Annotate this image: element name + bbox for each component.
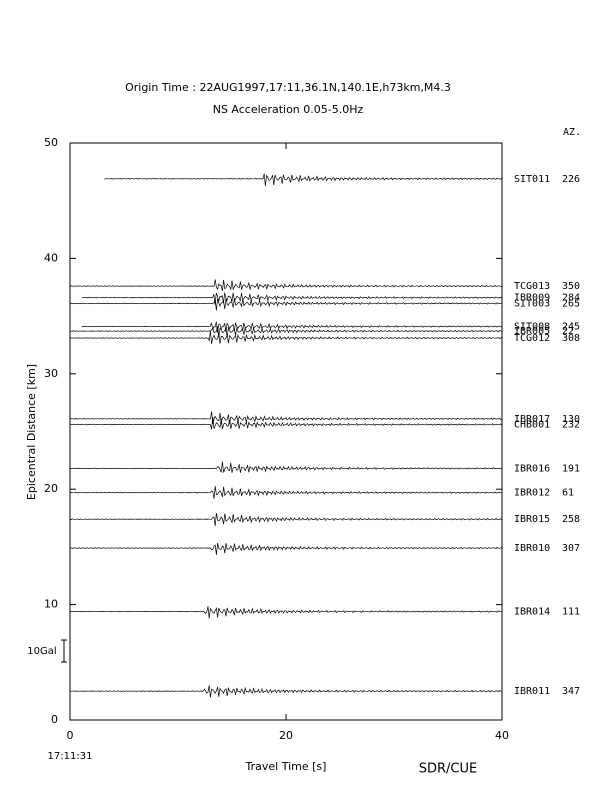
trace xyxy=(69,279,503,291)
station-label: IBR015 xyxy=(514,514,550,525)
y-tick-label: 10 xyxy=(44,598,58,611)
chart-subtitle: NS Acceleration 0.05-5.0Hz xyxy=(213,103,364,116)
y-axis-label: Epicentral Distance [km] xyxy=(25,364,38,500)
y-tick-label: 40 xyxy=(44,251,58,264)
trace xyxy=(81,321,503,333)
azimuth-label: 308 xyxy=(562,333,580,344)
scale-bar xyxy=(61,639,67,663)
x-tick-label: 20 xyxy=(279,729,293,742)
azimuth-label: 130 xyxy=(562,414,580,425)
chart-title: Origin Time : 22AUG1997,17:11,36.1N,140.… xyxy=(125,81,451,94)
azimuth-label: 111 xyxy=(562,607,580,618)
y-tick-label: 30 xyxy=(44,367,58,380)
trace xyxy=(69,486,503,499)
station-label: TCG013 xyxy=(514,281,550,292)
trace xyxy=(69,411,503,425)
station-label: SIT008 xyxy=(514,321,550,332)
azimuth-label: 258 xyxy=(562,514,580,525)
trace xyxy=(69,298,503,311)
scale-label: 10Gal xyxy=(27,646,56,657)
trace xyxy=(69,417,503,430)
x-axis-label: Travel Time [s] xyxy=(245,760,327,773)
trace xyxy=(81,292,502,305)
trace xyxy=(69,461,503,473)
azimuth-label: 245 xyxy=(562,321,580,332)
station-label: IBR014 xyxy=(514,607,550,618)
azimuth-label: 284 xyxy=(562,293,580,304)
station-label: IBR009 xyxy=(514,293,550,304)
station-label: SIT011 xyxy=(514,174,550,185)
x-tick-label: 40 xyxy=(495,729,509,742)
station-label: IBR017 xyxy=(514,414,550,425)
trace xyxy=(69,331,503,344)
trace xyxy=(69,543,503,555)
station-label: IBR016 xyxy=(514,463,550,474)
trace xyxy=(69,326,503,338)
station-label: IBR011 xyxy=(514,686,550,697)
azimuth-label: 232 xyxy=(562,420,580,431)
azimuth-label: 307 xyxy=(562,543,580,554)
start-time: 17:11:31 xyxy=(48,751,93,762)
y-tick-label: 50 xyxy=(44,136,58,149)
trace xyxy=(104,173,503,187)
azimuth-label: 61 xyxy=(562,488,574,499)
azimuth-label: 265 xyxy=(562,298,580,309)
plot-frame xyxy=(69,142,503,721)
y-tick-label: 20 xyxy=(44,482,58,495)
credit: SDR/CUE xyxy=(419,762,477,777)
trace xyxy=(69,606,503,619)
station-label: IBR005 xyxy=(514,326,550,337)
azimuth-label: 191 xyxy=(562,463,580,474)
azimuth-header: AZ. xyxy=(563,127,581,138)
station-label: SIT003 xyxy=(514,298,550,309)
station-label: TCG012 xyxy=(514,333,550,344)
azimuth-label: 350 xyxy=(562,281,580,292)
station-label: IBR012 xyxy=(514,488,550,499)
trace xyxy=(69,513,503,527)
station-label: IBR010 xyxy=(514,543,550,554)
trace xyxy=(69,685,503,698)
x-tick-label: 0 xyxy=(67,729,74,742)
station-label: CHB001 xyxy=(514,420,550,431)
azimuth-label: 347 xyxy=(562,686,580,697)
y-tick-label: 0 xyxy=(51,713,58,726)
azimuth-label: 226 xyxy=(562,174,580,185)
azimuth-label: 22 xyxy=(562,326,574,337)
